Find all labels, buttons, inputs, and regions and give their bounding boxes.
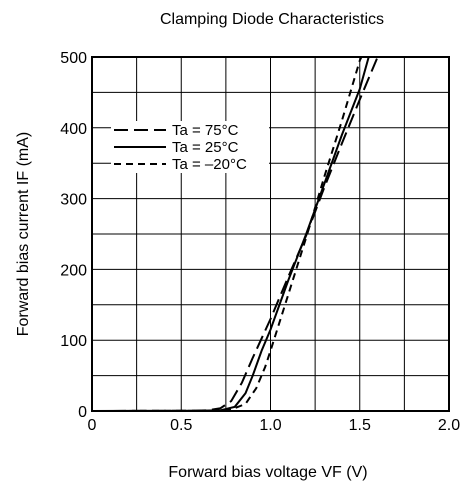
x-tick-label: 0 — [88, 417, 97, 434]
y-tick-label: 100 — [60, 333, 87, 350]
series-line-1 — [91, 56, 379, 412]
x-tick-labels: 0 0.5 1.0 1.5 2.0 — [88, 417, 461, 434]
y-tick-labels: 0 100 200 300 400 500 — [60, 50, 87, 421]
grid — [92, 57, 449, 411]
plot-frame — [91, 56, 450, 412]
x-tick-label: 0.5 — [170, 417, 192, 434]
series-line-2 — [91, 56, 370, 412]
x-axis-label: Forward bias voltage VF (V) — [168, 464, 367, 481]
y-tick-label: 500 — [60, 50, 87, 67]
y-tick-label: 300 — [60, 192, 87, 209]
legend: Ta = 75°CTa = 25°CTa = –20°C — [111, 121, 269, 173]
legend-label-1: Ta = 75°C — [172, 122, 239, 139]
y-tick-label: 0 — [78, 404, 87, 421]
y-tick-label: 400 — [60, 121, 87, 138]
series-group — [91, 56, 379, 412]
y-axis-label: Forward bias current IF (mA) — [15, 132, 32, 336]
x-tick-label: 1.0 — [259, 417, 281, 434]
legend-label-3: Ta = –20°C — [172, 156, 247, 173]
x-tick-label: 1.5 — [349, 417, 371, 434]
legend-label-2: Ta = 25°C — [172, 139, 239, 156]
y-tick-label: 200 — [60, 262, 87, 279]
chart-title: Clamping Diode Characteristics — [160, 11, 384, 28]
x-tick-label: 2.0 — [438, 417, 460, 434]
